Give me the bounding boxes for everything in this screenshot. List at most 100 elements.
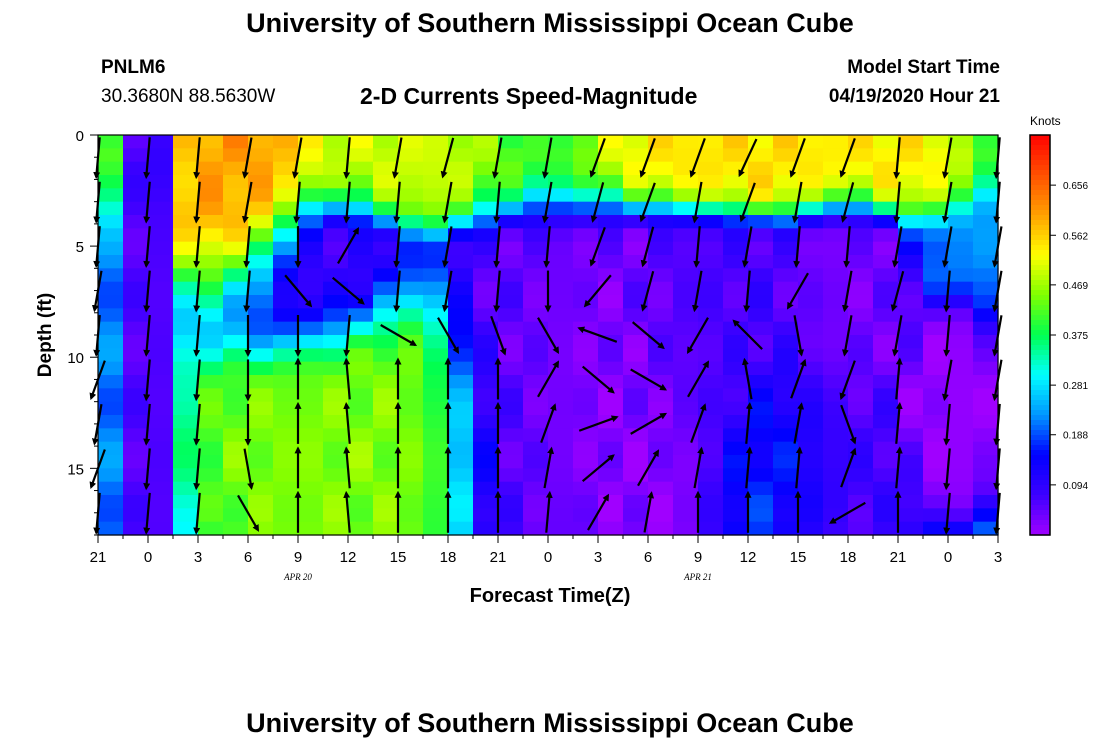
heatmap-cell: [323, 295, 349, 309]
heatmap-cell: [873, 508, 899, 523]
heatmap-cell: [798, 161, 824, 176]
heatmap-cell: [323, 521, 349, 536]
heatmap-cell: [323, 375, 349, 389]
heatmap-cell: [523, 415, 549, 429]
colorbar-segment: [1030, 250, 1050, 256]
current-vector: [577, 326, 618, 343]
heatmap-cell: [223, 295, 249, 309]
heatmap-cell: [198, 295, 224, 309]
heatmap-cell: [248, 308, 274, 323]
heatmap-cell: [648, 495, 674, 509]
heatmap-cell: [423, 268, 449, 283]
heatmap-cell: [798, 255, 824, 269]
heatmap-cell: [698, 268, 724, 283]
heatmap-cell: [573, 521, 599, 536]
heatmap-cell: [273, 201, 299, 216]
current-vector: [493, 181, 501, 224]
heatmap-cell: [123, 321, 149, 336]
current-vector: [790, 358, 807, 399]
heatmap-cell: [98, 295, 124, 309]
heatmap-cell: [773, 455, 799, 469]
heatmap-cell: [298, 401, 324, 416]
x-axis-label: Forecast Time(Z): [0, 585, 1100, 608]
heatmap-cell: [673, 281, 699, 296]
heatmap-cell: [223, 255, 249, 269]
heatmap-cell: [598, 308, 624, 323]
heatmap-cell: [848, 375, 874, 389]
heatmap-cell: [723, 508, 749, 523]
heatmap-cell: [148, 215, 174, 229]
heatmap-cell: [548, 508, 574, 523]
colorbar-segment: [1030, 385, 1050, 391]
heatmap-cell: [298, 148, 324, 163]
heatmap-cell: [273, 401, 299, 416]
heatmap-cell: [98, 401, 124, 416]
heatmap-cell: [398, 468, 424, 483]
heatmap-cell: [398, 455, 424, 469]
colorbar-segment: [1030, 235, 1050, 241]
heatmap-cell: [798, 201, 824, 216]
current-vector: [787, 272, 809, 310]
heatmap-cell: [423, 441, 449, 456]
heatmap-cell: [248, 295, 274, 309]
heatmap-cell: [323, 268, 349, 283]
current-vector: [193, 181, 201, 224]
heatmap-cell: [373, 521, 399, 536]
heatmap-cell: [148, 455, 174, 469]
heatmap-cell: [123, 241, 149, 256]
heatmap-cell: [323, 455, 349, 469]
heatmap-cell: [448, 215, 474, 229]
heatmap-cell: [698, 521, 724, 536]
current-vector: [839, 360, 856, 401]
heatmap-cell: [123, 161, 149, 176]
heatmap-cell: [223, 135, 249, 149]
heatmap-cell: [323, 148, 349, 163]
heatmap-cell: [648, 281, 674, 296]
heatmap-cell: [173, 255, 199, 269]
colorbar-segment: [1030, 400, 1050, 406]
colorbar-segment: [1030, 280, 1050, 286]
heatmap-cell: [323, 401, 349, 416]
heatmap-cell: [598, 148, 624, 163]
heatmap-cell: [123, 455, 149, 469]
heatmap-cell: [273, 228, 299, 243]
heatmap-cell: [473, 441, 499, 456]
heatmap-cell: [298, 308, 324, 323]
heatmap-cell: [748, 335, 774, 349]
heatmap-cell: [823, 268, 849, 283]
heatmap-cell: [823, 228, 849, 243]
current-vector: [143, 226, 151, 269]
heatmap-cell: [348, 215, 374, 229]
heatmap-cell: [648, 268, 674, 283]
heatmap-cell: [273, 441, 299, 456]
heatmap-cell: [398, 148, 424, 163]
heatmap-cell: [198, 148, 224, 163]
heatmap-cell: [798, 335, 824, 349]
current-vector: [393, 181, 401, 224]
heatmap-cell: [448, 148, 474, 163]
heatmap-cell: [448, 308, 474, 323]
colorbar-segment: [1030, 305, 1050, 311]
heatmap-cell: [723, 481, 749, 496]
heatmap-cell: [923, 148, 949, 163]
heatmap-cell: [648, 441, 674, 456]
heatmap-cell: [123, 215, 149, 229]
heatmap-cell: [873, 148, 899, 163]
colorbar-segment: [1030, 255, 1050, 261]
heatmap-cell: [598, 441, 624, 456]
heatmap-cell: [148, 388, 174, 403]
colorbar-segment: [1030, 430, 1050, 436]
colorbar-segment: [1030, 200, 1050, 206]
heatmap-cell: [948, 281, 974, 296]
current-vector: [243, 270, 251, 313]
heatmap-cell: [248, 348, 274, 363]
heatmap-cell: [598, 228, 624, 243]
current-vector: [193, 314, 201, 357]
heatmap-cell: [148, 441, 174, 456]
heatmap-cell: [623, 481, 649, 496]
heatmap-cell: [248, 455, 274, 469]
heatmap-cell: [223, 281, 249, 296]
heatmap-cell: [348, 148, 374, 163]
heatmap-cell: [373, 268, 399, 283]
heatmap-cell: [848, 201, 874, 216]
